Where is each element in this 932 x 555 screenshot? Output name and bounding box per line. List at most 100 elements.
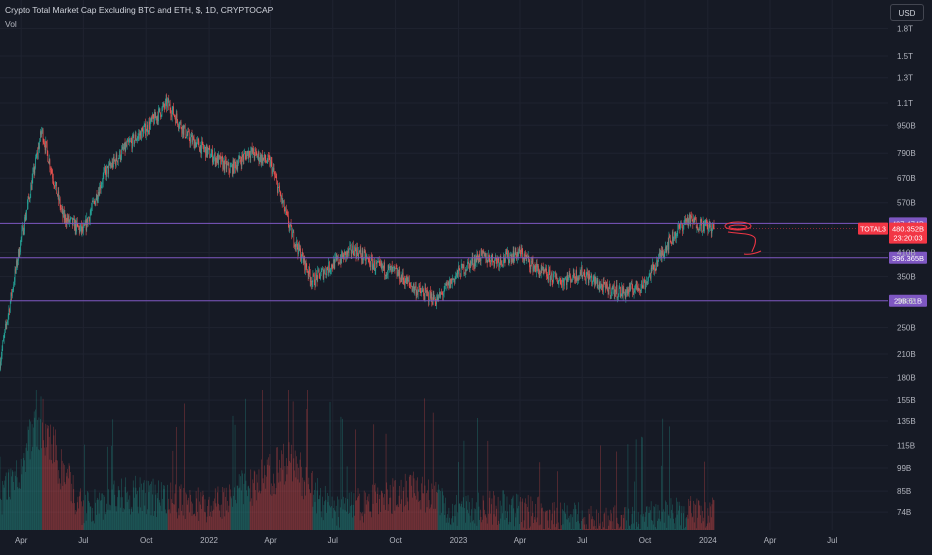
candle bbox=[71, 218, 72, 219]
volume-bar bbox=[506, 518, 507, 530]
candle bbox=[494, 260, 495, 269]
volume-bar bbox=[82, 506, 83, 530]
volume-bar bbox=[535, 520, 536, 530]
volume-bar bbox=[24, 453, 25, 530]
candle bbox=[255, 148, 256, 161]
candle bbox=[272, 157, 273, 177]
volume-bar bbox=[186, 494, 187, 530]
candle bbox=[274, 171, 275, 180]
candle bbox=[442, 291, 443, 295]
volume-bar bbox=[457, 526, 458, 530]
volume-bar bbox=[156, 517, 157, 530]
candle bbox=[665, 242, 666, 254]
volume-bar bbox=[500, 501, 501, 530]
candle bbox=[287, 209, 288, 217]
volume-bar bbox=[311, 473, 312, 530]
candle bbox=[272, 167, 273, 176]
volume-bar bbox=[27, 451, 28, 530]
volume-bar bbox=[679, 502, 680, 530]
candle bbox=[317, 266, 318, 282]
volume-bar bbox=[288, 390, 289, 530]
candle bbox=[309, 263, 310, 277]
candle bbox=[27, 199, 28, 210]
candle bbox=[207, 147, 208, 158]
candle bbox=[350, 241, 351, 249]
volume-bar bbox=[590, 529, 591, 530]
candle bbox=[172, 106, 173, 122]
candle bbox=[48, 150, 49, 162]
volume-bar bbox=[195, 516, 196, 530]
volume-bar bbox=[3, 485, 4, 530]
candle bbox=[92, 198, 93, 211]
volume-bar bbox=[649, 513, 650, 530]
drawing-annotation[interactable] bbox=[725, 222, 761, 254]
volume-bar bbox=[158, 498, 159, 530]
candle bbox=[101, 182, 102, 194]
candle bbox=[319, 273, 320, 279]
candle bbox=[656, 256, 657, 270]
candle bbox=[406, 275, 407, 284]
volume-bar bbox=[41, 396, 42, 530]
volume-bar bbox=[48, 428, 49, 530]
volume-bar bbox=[367, 496, 368, 530]
volume-bar bbox=[496, 506, 497, 530]
candle bbox=[61, 205, 62, 213]
candle bbox=[619, 286, 620, 298]
volume-bar bbox=[512, 498, 513, 530]
candle bbox=[134, 140, 135, 147]
candle bbox=[183, 125, 184, 138]
volume-bar bbox=[294, 470, 295, 530]
candle bbox=[341, 250, 342, 264]
candle bbox=[416, 289, 417, 298]
volume-bar bbox=[688, 499, 689, 530]
candle bbox=[170, 100, 171, 114]
volume-bar bbox=[522, 498, 523, 530]
volume-bar bbox=[10, 499, 11, 530]
volume-bar bbox=[315, 502, 316, 530]
candle bbox=[514, 246, 515, 264]
volume-bar bbox=[345, 510, 346, 530]
volume-bar bbox=[517, 508, 518, 530]
volume-bar bbox=[375, 483, 376, 530]
volume-bar bbox=[475, 523, 476, 530]
candle bbox=[507, 249, 508, 257]
candle bbox=[43, 139, 44, 145]
candle bbox=[442, 291, 443, 300]
volume-bar bbox=[58, 484, 59, 530]
volume-bar bbox=[641, 437, 642, 530]
time-axis-label: 2024 bbox=[699, 536, 717, 545]
candle bbox=[477, 251, 478, 260]
volume-bar bbox=[595, 529, 596, 530]
currency-button[interactable]: USD bbox=[890, 4, 924, 21]
candle bbox=[487, 253, 488, 268]
candle bbox=[29, 197, 30, 202]
volume-bar bbox=[51, 460, 52, 530]
candle bbox=[378, 261, 379, 262]
volume-bar bbox=[326, 500, 327, 530]
candle bbox=[464, 272, 465, 276]
volume-bar bbox=[174, 505, 175, 530]
volume-bar bbox=[542, 508, 543, 530]
volume-bar bbox=[343, 497, 344, 530]
candle bbox=[109, 159, 110, 166]
candle bbox=[668, 238, 669, 255]
candle bbox=[26, 210, 27, 220]
candle bbox=[153, 114, 154, 119]
candle bbox=[630, 282, 631, 291]
candle bbox=[54, 181, 55, 189]
volume-bar bbox=[179, 515, 180, 530]
candle bbox=[196, 137, 197, 147]
volume-bar bbox=[507, 511, 508, 530]
volume-bar bbox=[412, 498, 413, 530]
volume-bar bbox=[658, 505, 659, 530]
candle bbox=[44, 139, 45, 147]
candle bbox=[608, 287, 609, 298]
volume-bar bbox=[365, 514, 366, 530]
price-axis-label: 210B bbox=[897, 350, 916, 359]
volume-bar bbox=[538, 497, 539, 530]
volume-bar bbox=[26, 443, 27, 530]
volume-bar bbox=[440, 515, 441, 530]
volume-bar bbox=[573, 509, 574, 530]
